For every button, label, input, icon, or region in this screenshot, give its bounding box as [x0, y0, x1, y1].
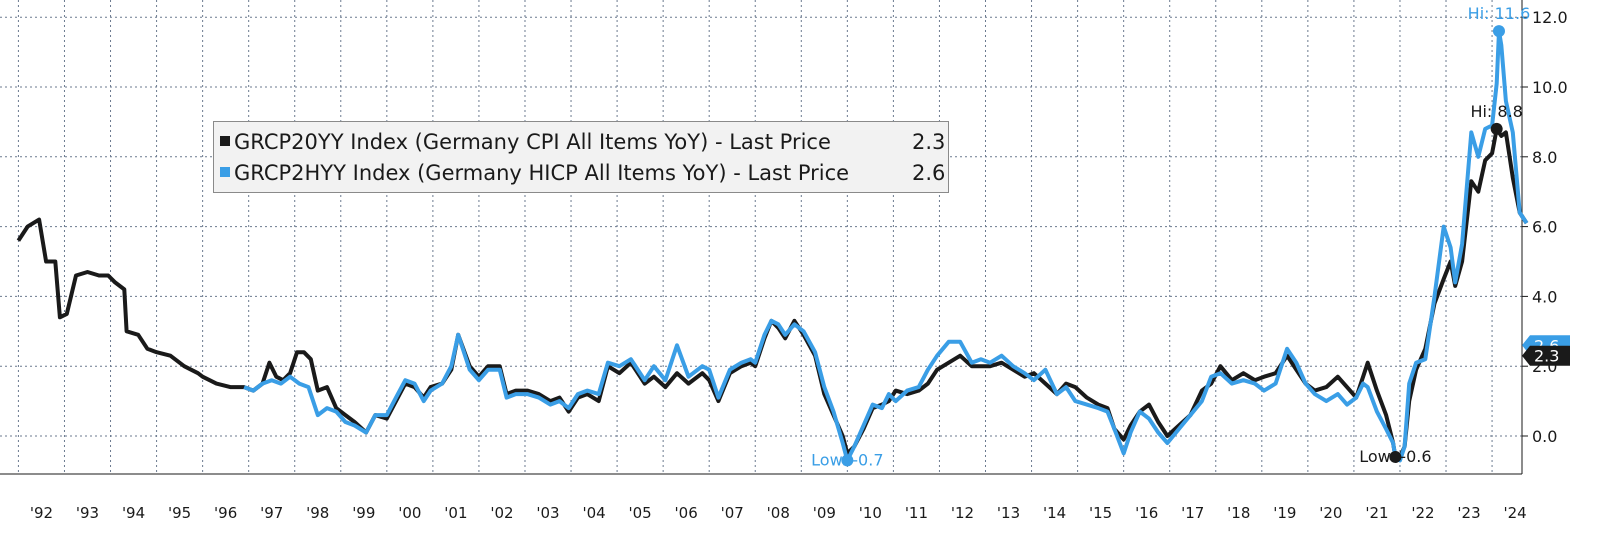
hicp-series-line: [243, 29, 1529, 463]
extreme-marker: [1492, 25, 1505, 38]
x-tick-label: '06: [675, 504, 698, 522]
extreme-label: Hi: 8.8: [1470, 102, 1522, 121]
y-tick-label: 12.0: [1532, 8, 1568, 27]
x-tick-label: '12: [951, 504, 974, 522]
x-tick-label: '04: [582, 504, 605, 522]
x-tick-label: '96: [214, 504, 237, 522]
extreme-label: Low: -0.7: [811, 450, 883, 469]
x-tick-label: '20: [1319, 504, 1342, 522]
x-tick-label: '93: [76, 504, 99, 522]
extreme-label: Low: -0.6: [1359, 447, 1431, 466]
x-tick-label: '09: [813, 504, 836, 522]
x-tick-label: '19: [1273, 504, 1296, 522]
legend-value-cpi: 2.3: [912, 130, 946, 154]
x-tick-label: '92: [30, 504, 53, 522]
x-tick-label: '16: [1135, 504, 1158, 522]
x-tick-label: '14: [1043, 504, 1066, 522]
x-tick-label: '11: [905, 504, 928, 522]
x-tick-label: '98: [306, 504, 329, 522]
x-tick-label: '00: [398, 504, 421, 522]
extreme-marker: [841, 454, 854, 467]
y-tick-label: 4.0: [1532, 287, 1557, 306]
x-tick-label: '99: [352, 504, 375, 522]
y-tick-label: 8.0: [1532, 148, 1557, 167]
extreme-marker: [1389, 450, 1402, 463]
legend: GRCP20YY Index (Germany CPI All Items Yo…: [213, 121, 949, 193]
x-tick-label: '23: [1457, 504, 1480, 522]
extreme-marker: [1490, 122, 1503, 135]
legend-value-hicp: 2.6: [912, 161, 946, 185]
x-tick-label: '10: [859, 504, 882, 522]
x-tick-label: '21: [1365, 504, 1388, 522]
y-tick-label: 6.0: [1532, 218, 1557, 237]
extreme-label: Hi: 11.6: [1468, 4, 1531, 23]
legend-entry-cpi: GRCP20YY Index (Germany CPI All Items Yo…: [220, 127, 946, 158]
x-tick-label: '94: [122, 504, 145, 522]
x-tick-label: '08: [767, 504, 790, 522]
y-tick-label: 0.0: [1532, 427, 1557, 446]
legend-label-cpi: GRCP20YY Index (Germany CPI All Items Yo…: [234, 130, 831, 154]
x-tick-label: '17: [1181, 504, 1204, 522]
legend-entry-hicp: GRCP2HYY Index (Germany HICP All Items Y…: [220, 158, 946, 189]
x-tick-label: '03: [536, 504, 559, 522]
x-tick-label: '97: [260, 504, 283, 522]
x-tick-label: '22: [1411, 504, 1434, 522]
y-tick-label: 10.0: [1532, 78, 1568, 97]
x-tick-label: '01: [444, 504, 467, 522]
x-tick-label: '05: [629, 504, 652, 522]
last-value-tag-label: 2.3: [1534, 347, 1559, 366]
legend-swatch-cpi: [220, 136, 230, 146]
last-value-tag: [1522, 345, 1570, 366]
x-tick-label: '13: [997, 504, 1020, 522]
x-tick-label: '18: [1227, 504, 1250, 522]
x-tick-label: '15: [1089, 504, 1112, 522]
x-tick-label: '24: [1503, 504, 1526, 522]
x-tick-label: '95: [168, 504, 191, 522]
x-tick-label: '07: [721, 504, 744, 522]
x-tick-label: '02: [490, 504, 513, 522]
legend-swatch-hicp: [220, 167, 230, 177]
legend-label-hicp: GRCP2HYY Index (Germany HICP All Items Y…: [234, 161, 850, 185]
